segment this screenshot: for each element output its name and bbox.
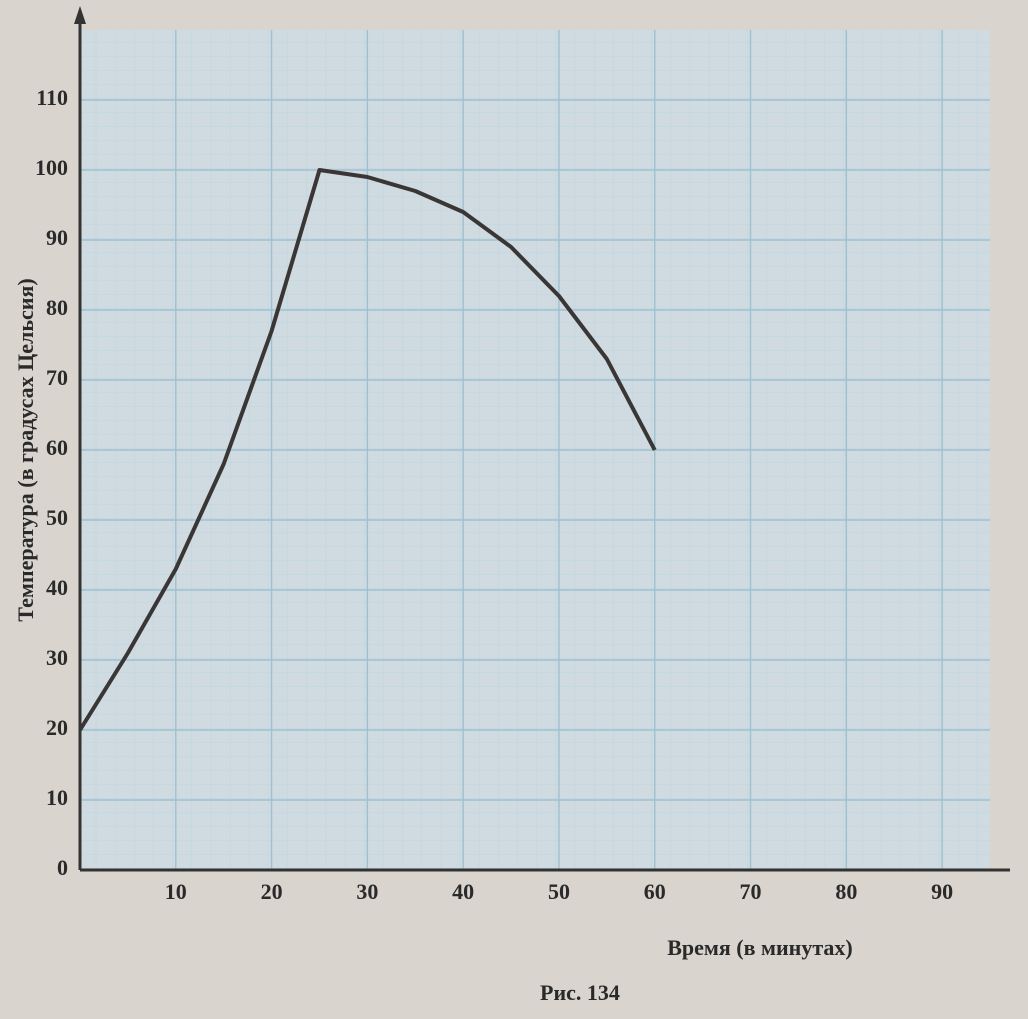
x-tick-label: 90 [931, 879, 953, 904]
y-tick-label: 30 [46, 645, 68, 670]
x-tick-label: 50 [548, 879, 570, 904]
x-tick-label: 40 [452, 879, 474, 904]
y-tick-label: 90 [46, 225, 68, 250]
y-tick-label: 20 [46, 715, 68, 740]
x-tick-label: 70 [740, 879, 762, 904]
y-axis-arrow [74, 6, 86, 24]
y-tick-label: 110 [36, 85, 68, 110]
y-tick-label: 0 [57, 855, 68, 880]
x-tick-label: 20 [261, 879, 283, 904]
y-tick-label: 100 [35, 155, 68, 180]
y-tick-label: 80 [46, 295, 68, 320]
x-tick-label: 60 [644, 879, 666, 904]
line [78, 168, 657, 732]
x-tick-label: 30 [356, 879, 378, 904]
y-tick-label: 10 [46, 785, 68, 810]
y-tick-label: 50 [46, 505, 68, 530]
x-axis-label: Время (в минутах) [667, 935, 853, 960]
y-axis-label: Температура (в градусах Цельсия) [13, 278, 38, 621]
y-tick-label: 70 [46, 365, 68, 390]
y-tick-label: 40 [46, 575, 68, 600]
y-tick-label: 60 [46, 435, 68, 460]
caption: Рис. 134 [540, 980, 620, 1005]
x-tick-label: 10 [165, 879, 187, 904]
x-tick-label: 80 [835, 879, 857, 904]
